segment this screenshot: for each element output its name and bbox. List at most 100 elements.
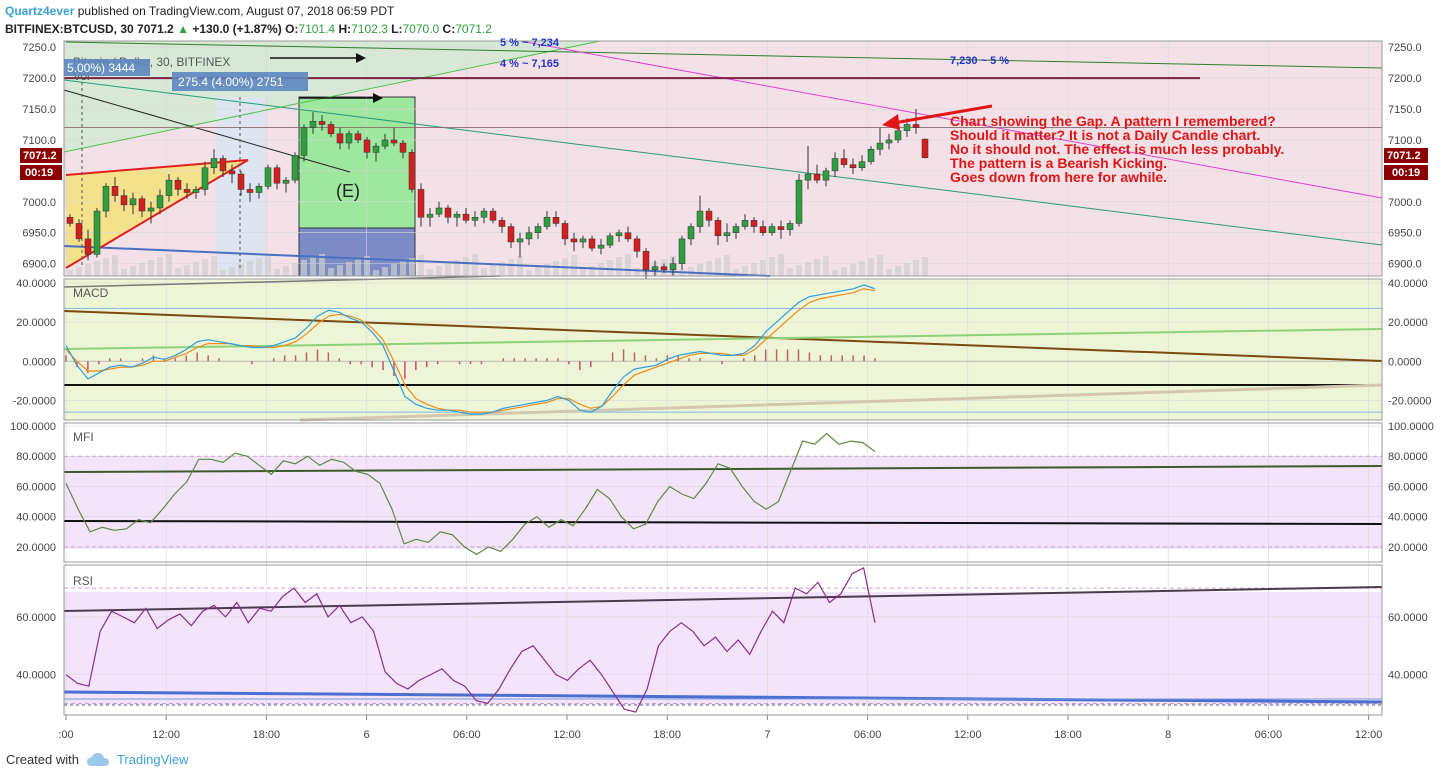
author-link[interactable]: Quartz4ever: [5, 4, 75, 18]
created-with-text: Created with: [6, 752, 79, 767]
y-tick-label-left: 40.0000: [16, 512, 56, 524]
candle-body: [120, 195, 128, 206]
candle-body: [93, 210, 101, 255]
candle-body: [597, 244, 605, 249]
candle-body: [444, 207, 452, 218]
mfi-pane-label: MFI: [73, 430, 94, 444]
candle-body: [489, 210, 497, 221]
mfi-trend-line: [63, 465, 1383, 473]
signal-line: [65, 288, 876, 413]
volume-bar: [751, 263, 757, 276]
x-tick-label: 06:00: [1255, 729, 1283, 741]
mfi-trend-line: [63, 520, 1383, 525]
rsi-trend-line: [63, 586, 1383, 612]
candle-body: [588, 238, 596, 249]
y-tick-label-right: 40.0000: [1388, 278, 1428, 290]
candle-body: [615, 232, 623, 237]
y-tick-label-left: 7200.0: [22, 73, 56, 85]
candle-body: [831, 158, 839, 172]
y-tick-label-left: 6950.0: [22, 228, 56, 240]
x-tick-label: :00: [58, 729, 73, 741]
volume-bar: [256, 258, 262, 276]
volume-bar: [418, 255, 424, 276]
candle-body: [165, 179, 173, 196]
volume-bar: [76, 267, 82, 276]
candle-body: [309, 121, 317, 128]
volume-bar: [922, 257, 928, 276]
candle-body: [624, 232, 632, 240]
footer: Created with TradingView: [6, 752, 189, 767]
candle-body: [561, 223, 569, 240]
y-tick-label-left: 40.0000: [16, 278, 56, 290]
volume-bar: [364, 256, 370, 276]
tradingview-link[interactable]: TradingView: [116, 752, 189, 767]
candle-body: [651, 266, 659, 271]
volume-bar: [850, 264, 856, 276]
macd-line: [65, 284, 876, 415]
candle-body: [354, 133, 362, 141]
candle-body: [453, 213, 461, 218]
x-tick-label: 18:00: [253, 729, 281, 741]
volume-bar: [796, 265, 802, 276]
y-tick-label-right: 100.0000: [1388, 421, 1434, 433]
volume-bar: [301, 260, 307, 276]
macd-pane-label: MACD: [73, 286, 109, 300]
arrow-head: [373, 93, 383, 103]
annotation-line: No it should not. The effect is much les…: [950, 141, 1284, 157]
countdown-badge-left: 00:19: [25, 167, 53, 179]
y-tick-label-left: 7000.0: [22, 197, 56, 209]
pct-top: 5 % ~ 7,234: [500, 37, 560, 49]
candle-body: [660, 266, 668, 271]
rsi-pane-label: RSI: [73, 574, 93, 588]
candle-body: [912, 124, 920, 128]
chart-canvas[interactable]: :00 12:00 18:00 6 06:00 12:00 18:00 7 06:00 12:00…: [0, 0, 1446, 745]
candle-body: [426, 213, 434, 218]
volume-bar: [193, 262, 199, 276]
publish-header: Quartz4ever published on TradingView.com…: [5, 4, 394, 18]
candle-body: [750, 220, 758, 227]
candle-body: [381, 139, 389, 147]
candle-body: [417, 189, 425, 218]
volume-bar: [526, 270, 532, 276]
candle-body: [435, 207, 443, 215]
y-tick-label-right: 40.0000: [1388, 670, 1428, 682]
high-value: 7102.3: [351, 22, 388, 36]
y-tick-label-left: 7100.0: [22, 135, 56, 147]
y-tick-label-left: 80.0000: [16, 451, 56, 463]
candle-body: [111, 186, 119, 196]
volume-bar: [877, 255, 883, 276]
rsi-trend-line: [63, 690, 1383, 704]
volume-bar: [85, 264, 91, 276]
y-tick-label-right: 7000.0: [1388, 197, 1422, 209]
volume-bar: [895, 266, 901, 276]
volume-bar: [436, 266, 442, 276]
volume-bar: [814, 259, 820, 276]
macd-trend-line: [63, 310, 1383, 362]
candle-body: [255, 186, 263, 193]
candle-body: [183, 189, 191, 193]
volume-bar: [238, 264, 244, 276]
candle-body: [84, 238, 92, 255]
volume-bar: [139, 263, 145, 276]
candle-body: [534, 226, 542, 233]
last-price: 7071.2: [137, 22, 174, 36]
volume-bar: [211, 256, 217, 276]
measure-mid: 275.4 (4.00%) 2751: [178, 75, 284, 89]
annotation-line: Goes down from here for awhile.: [950, 169, 1167, 185]
volume-bar: [499, 262, 505, 276]
candle-body: [264, 167, 272, 187]
candle-body: [399, 142, 407, 153]
price-badge-right: 7071.2: [1387, 150, 1421, 162]
volume-bar: [580, 269, 586, 276]
volume-bar: [463, 257, 469, 276]
x-tick-label: 7: [764, 729, 770, 741]
candle-body: [687, 226, 695, 240]
candle-body: [732, 226, 740, 233]
volume-bar: [382, 267, 388, 276]
volume-bar: [454, 260, 460, 276]
y-tick-label-left: 100.0000: [10, 421, 56, 433]
y-tick-label-left: 60.0000: [16, 481, 56, 493]
pane-border: [63, 422, 1383, 563]
candle-body: [219, 158, 227, 172]
volume-bar: [688, 267, 694, 276]
